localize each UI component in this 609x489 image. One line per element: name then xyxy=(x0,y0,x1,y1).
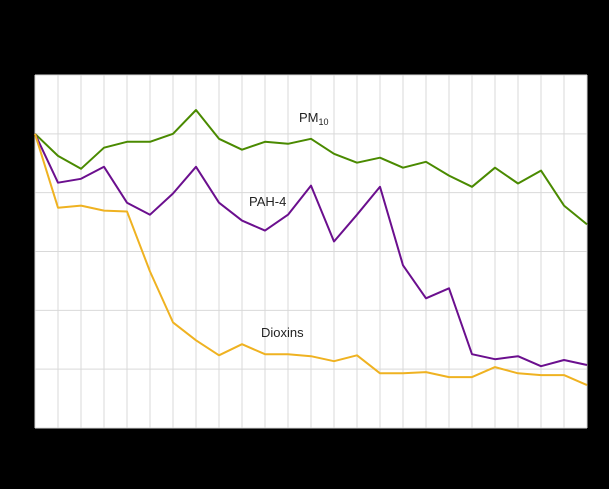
label-pm10: PM10 xyxy=(299,110,329,127)
label-pah4: PAH-4 xyxy=(249,194,286,209)
series-line-pm10 xyxy=(34,109,588,226)
series-line-pah-4 xyxy=(34,133,588,368)
series-lines xyxy=(34,109,588,387)
series-line-dioxins xyxy=(34,133,588,387)
gridlines xyxy=(34,74,588,429)
label-dioxins: Dioxins xyxy=(261,325,304,340)
